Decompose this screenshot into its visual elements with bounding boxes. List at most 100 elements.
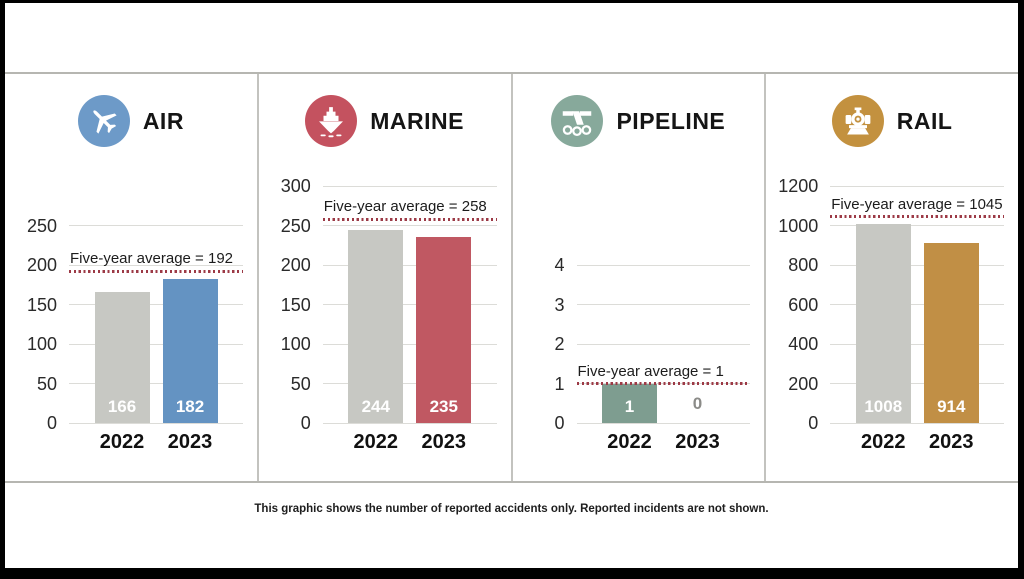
gridline <box>69 343 243 345</box>
bar-2023 <box>416 237 472 423</box>
gridline <box>322 225 497 226</box>
bar-value-label: 182 <box>175 397 205 416</box>
gridline <box>576 422 751 424</box>
y-tick-label: 200 <box>788 373 819 394</box>
five-year-average-label: Five-year average = 1 <box>577 362 724 380</box>
bar-2023 <box>162 279 218 423</box>
bar-value-label: 1008 <box>864 397 903 416</box>
gridline <box>576 304 751 305</box>
five-year-average-label: Five-year average = 192 <box>70 250 234 268</box>
gridline <box>69 422 243 424</box>
x-category-label: 2023 <box>421 431 467 453</box>
y-tick-label: 0 <box>46 413 57 433</box>
x-category-label: 2022 <box>99 431 145 453</box>
bar-2022 <box>348 230 404 423</box>
plot-area: 1 0 Five-year average = 1 <box>576 264 751 424</box>
x-category-label: 2022 <box>607 431 652 453</box>
gridline <box>830 225 1004 226</box>
plot-area: 244 235 Five-year average = 258 <box>322 185 497 424</box>
y-tick-label: 2 <box>554 334 565 354</box>
pipeline-icon <box>551 95 604 147</box>
airplane-icon <box>77 95 130 147</box>
x-category-label: 2022 <box>861 431 906 453</box>
top-strip <box>5 3 1018 72</box>
gridline <box>830 343 1004 345</box>
gridline <box>69 383 243 384</box>
five-year-average-label: Five-year average = 258 <box>323 198 487 216</box>
y-tick-label: 300 <box>280 176 311 196</box>
y-tick-label: 100 <box>280 334 311 354</box>
chart-panel-air: AIR 0 50 100 150 200 250 2022 2023 166 182 Five-yea… <box>5 74 257 481</box>
caption-area: This graphic shows the number of reporte… <box>5 483 1018 568</box>
panel-title: AIR <box>142 107 184 134</box>
gridline <box>69 304 243 305</box>
gridline <box>322 304 497 305</box>
y-tick-label: 250 <box>26 215 57 236</box>
gridline <box>830 383 1004 384</box>
plot-area: 166 182 Five-year average = 192 <box>69 225 243 424</box>
gridline <box>322 185 497 187</box>
bar-value-label: 166 <box>107 397 137 416</box>
caption: This graphic shows the number of reporte… <box>254 503 769 515</box>
gridline <box>830 264 1004 266</box>
y-tick-label: 0 <box>300 413 311 433</box>
y-tick-label: 600 <box>788 294 819 315</box>
panel-title: RAIL <box>896 107 953 134</box>
y-tick-label: 4 <box>554 255 565 275</box>
bar-value-label: 914 <box>937 397 966 416</box>
bar-2023 <box>923 242 979 423</box>
five-year-average-line <box>576 382 751 385</box>
plot-area: 1008 914 Five-year average = 1045 <box>830 185 1004 424</box>
bar-value-label: 0 <box>692 394 703 413</box>
panel-title: PIPELINE <box>616 107 726 134</box>
x-category-label: 2023 <box>929 431 974 453</box>
y-tick-label: 100 <box>26 334 57 354</box>
ship-icon <box>305 95 358 147</box>
panels: AIR 0 50 100 150 200 250 2022 2023 166 182 Five-yea… <box>5 72 1018 483</box>
five-year-average-label: Five-year average = 1045 <box>831 195 1003 213</box>
gridline <box>322 422 497 424</box>
bar-2022 <box>602 383 657 423</box>
y-tick-label: 1200 <box>778 176 819 196</box>
bar-value-label: 1 <box>624 397 635 416</box>
chart-panel-rail: RAIL 0 200 400 600 800 1000 1200 2022 2023 1008 914… <box>764 74 1018 481</box>
y-tick-label: 1000 <box>778 215 819 236</box>
x-category-label: 2023 <box>167 431 213 453</box>
gridline <box>576 264 751 266</box>
panel-header: RAIL <box>766 95 1018 147</box>
x-category-label: 2022 <box>353 431 399 453</box>
y-tick-label: 3 <box>554 294 565 315</box>
x-category-label: 2023 <box>675 431 720 453</box>
five-year-average-line <box>322 217 497 221</box>
five-year-average-line <box>830 215 1004 219</box>
chart-panel-marine: MARINE 0 50 100 150 200 250 300 2022 2023 244 235 Fi… <box>256 74 511 481</box>
y-tick-label: 200 <box>280 255 311 275</box>
panel-title: MARINE <box>370 107 464 134</box>
five-year-average-line <box>69 269 243 273</box>
bar-value-label: 235 <box>429 397 458 416</box>
gridline <box>830 185 1004 187</box>
y-tick-label: 0 <box>554 413 565 433</box>
y-tick-label: 200 <box>26 255 57 275</box>
chart-panel-pipeline: PIPELINE 0 1 2 3 4 2022 2023 1 0 Five-year average… <box>510 74 765 481</box>
y-tick-label: 400 <box>788 334 819 354</box>
gridline <box>322 383 497 384</box>
gridline <box>830 304 1004 305</box>
gridline <box>576 343 751 345</box>
y-tick-label: 1 <box>554 373 565 394</box>
locomotive-icon <box>831 95 884 147</box>
y-tick-label: 50 <box>290 373 311 394</box>
gridline <box>69 264 243 266</box>
bar-2022 <box>94 291 150 423</box>
gridline <box>322 264 497 266</box>
bar-value-label: 244 <box>361 397 390 416</box>
y-tick-label: 150 <box>280 294 311 315</box>
y-tick-label: 800 <box>788 255 819 275</box>
gridline <box>830 422 1004 424</box>
bar-2022 <box>855 223 911 423</box>
gridline <box>69 225 243 226</box>
infographic-frame: AIR 0 50 100 150 200 250 2022 2023 166 182 Five-yea… <box>5 3 1018 568</box>
y-tick-label: 50 <box>36 373 57 394</box>
panel-header: PIPELINE <box>513 95 765 147</box>
y-tick-label: 250 <box>280 215 311 236</box>
